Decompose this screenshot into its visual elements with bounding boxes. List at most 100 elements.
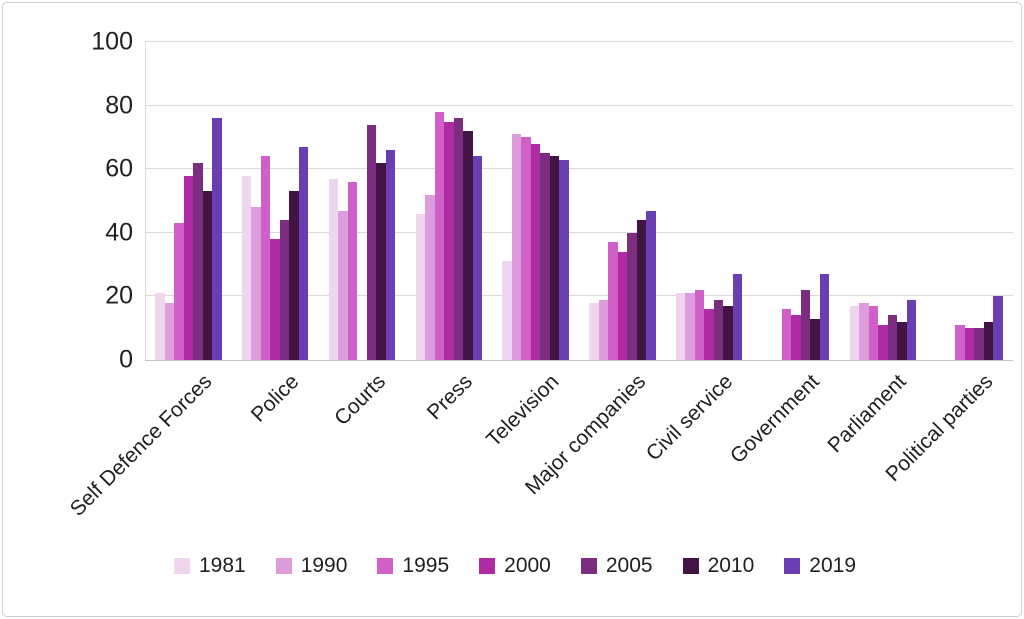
bar-2000 bbox=[704, 309, 714, 360]
x-category-label-self-defence-forces: Self Defence Forces bbox=[65, 370, 217, 521]
x-category-label-television: Television bbox=[482, 370, 564, 452]
bar-2019 bbox=[646, 210, 656, 360]
bar-1995 bbox=[868, 305, 879, 360]
bar-group-political-parties bbox=[926, 42, 1013, 360]
bar-2000 bbox=[964, 328, 975, 360]
bar-2005 bbox=[540, 153, 550, 360]
gridline-100 bbox=[145, 41, 1013, 42]
gridline-80 bbox=[145, 104, 1013, 106]
bar-1995 bbox=[521, 137, 531, 360]
bar-2000 bbox=[617, 251, 628, 360]
bar-2010 bbox=[723, 305, 733, 360]
gridline-20 bbox=[145, 295, 1013, 297]
legend-item-2019: 2019 bbox=[784, 555, 856, 576]
y-tick-label-20: 20 bbox=[105, 281, 133, 310]
bar-1995 bbox=[955, 325, 965, 360]
bar-2010 bbox=[202, 191, 213, 360]
bar-2010 bbox=[289, 191, 299, 360]
legend-swatch-2005 bbox=[580, 557, 597, 574]
x-category-label-press: Press bbox=[422, 370, 478, 425]
bar-group-self-defence-forces bbox=[145, 42, 232, 360]
bar-2005 bbox=[366, 124, 377, 360]
bar-2005 bbox=[713, 299, 724, 360]
bar-2000 bbox=[878, 325, 888, 360]
bar-1981 bbox=[589, 302, 599, 360]
y-tick-label-0: 0 bbox=[119, 345, 133, 374]
bar-group-government bbox=[753, 42, 840, 360]
bar-series-area bbox=[145, 42, 1013, 360]
y-axis-line bbox=[145, 42, 146, 360]
legend-swatch-1995 bbox=[377, 557, 394, 574]
legend-swatch-1990 bbox=[275, 557, 292, 574]
bar-2019 bbox=[819, 274, 830, 360]
legend-swatch-2019 bbox=[784, 557, 801, 574]
legend-swatch-1981 bbox=[173, 557, 190, 574]
bar-group-press bbox=[405, 42, 492, 360]
bar-2005 bbox=[800, 290, 811, 360]
legend-label-1990: 1990 bbox=[300, 554, 348, 577]
bar-1995 bbox=[694, 290, 705, 360]
bar-group-major-companies bbox=[579, 42, 666, 360]
bar-1990 bbox=[598, 299, 609, 360]
bar-2000 bbox=[444, 121, 454, 360]
bar-group-police bbox=[232, 42, 319, 360]
bar-2019 bbox=[212, 118, 222, 360]
bar-1995 bbox=[260, 156, 271, 360]
bar-1981 bbox=[502, 261, 512, 360]
x-category-label-parliament: Parliament bbox=[823, 370, 912, 458]
bar-1990 bbox=[425, 194, 435, 360]
bar-2019 bbox=[732, 274, 743, 360]
bar-1990 bbox=[859, 302, 869, 360]
gridline-40 bbox=[145, 231, 1013, 233]
x-category-label-government: Government bbox=[726, 370, 825, 468]
gridline-60 bbox=[145, 168, 1013, 170]
bar-2005 bbox=[193, 162, 203, 360]
bar-1995 bbox=[434, 111, 445, 360]
plot-area: 0 20 40 60 80 100 Self Defence Forces Police Co… bbox=[66, 29, 1013, 521]
bar-2005 bbox=[887, 315, 898, 360]
x-category-label-courts: Courts bbox=[330, 370, 391, 431]
bar-2019 bbox=[298, 146, 309, 360]
bar-2005 bbox=[279, 220, 290, 360]
legend-item-1990: 1990 bbox=[275, 554, 348, 577]
y-tick-label-60: 60 bbox=[105, 154, 133, 183]
legend-item-2010: 2010 bbox=[682, 554, 755, 577]
legend-swatch-2010 bbox=[682, 557, 699, 574]
bar-1990 bbox=[511, 134, 522, 360]
legend-label-1981: 1981 bbox=[198, 554, 246, 577]
legend-label-1995: 1995 bbox=[402, 554, 450, 577]
bar-2010 bbox=[983, 321, 994, 360]
y-tick-label-100: 100 bbox=[91, 27, 133, 56]
bar-2019 bbox=[993, 296, 1003, 360]
legend-item-2000: 2000 bbox=[479, 555, 551, 576]
legend-item-1995: 1995 bbox=[377, 555, 449, 576]
bar-group-parliament bbox=[839, 42, 926, 360]
bar-1990 bbox=[164, 302, 175, 360]
legend-label-2010: 2010 bbox=[707, 554, 755, 577]
x-axis-line bbox=[145, 360, 1013, 361]
bar-1981 bbox=[155, 293, 165, 360]
legend-item-1981: 1981 bbox=[173, 554, 246, 577]
bar-group-civil-service bbox=[666, 42, 753, 360]
bar-2005 bbox=[453, 118, 464, 360]
legend-label-2005: 2005 bbox=[605, 554, 653, 577]
bar-2000 bbox=[530, 143, 541, 360]
legend-swatch-2000 bbox=[479, 557, 496, 574]
bar-1981 bbox=[328, 178, 339, 360]
bar-2010 bbox=[376, 162, 386, 360]
bar-group-television bbox=[492, 42, 579, 360]
bar-1990 bbox=[338, 210, 348, 360]
bar-2000 bbox=[183, 175, 194, 360]
bar-2000 bbox=[791, 315, 801, 360]
legend-item-2005: 2005 bbox=[580, 554, 653, 577]
bar-group-courts bbox=[319, 42, 406, 360]
bar-2019 bbox=[385, 150, 396, 360]
bar-1981 bbox=[849, 305, 860, 360]
bar-2019 bbox=[472, 156, 483, 360]
bar-2010 bbox=[549, 156, 560, 360]
bar-2010 bbox=[810, 318, 820, 360]
bar-2000 bbox=[270, 239, 280, 360]
bar-1995 bbox=[608, 242, 618, 360]
bar-2010 bbox=[897, 321, 907, 360]
bar-1995 bbox=[174, 223, 184, 360]
